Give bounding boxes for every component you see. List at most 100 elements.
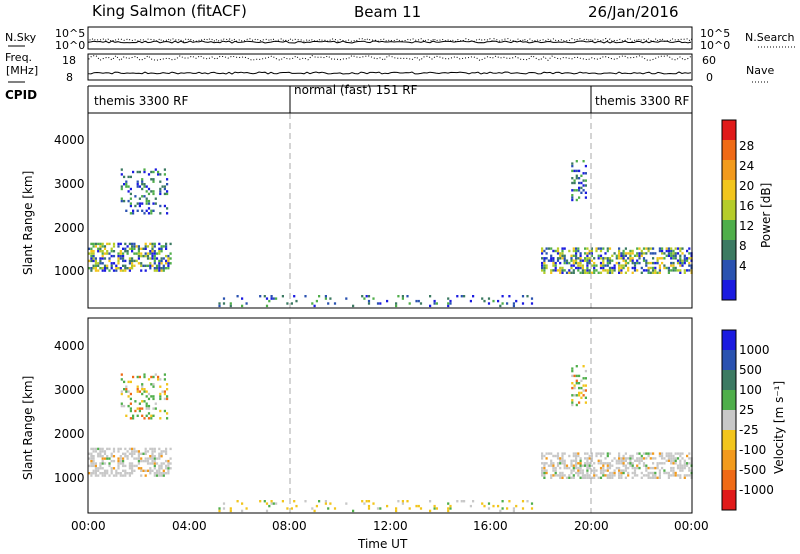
power-cell [636,259,639,262]
velocity-cell [133,464,136,468]
velocity-cell [575,382,578,385]
velocity-cell [572,474,575,477]
power-cell [683,259,686,262]
power-cell [166,212,169,215]
velocity-cell [92,450,95,453]
power-cell [447,297,450,300]
velocity-cell [158,464,161,468]
power-cell [138,170,141,174]
power-cell [123,199,126,203]
velocity-cell [554,474,557,477]
power-ytick-4000: 4000 [54,133,85,147]
nsearch-tick-bottom: 10^0 [700,39,730,52]
power-cell [631,261,634,265]
velocity-cell [92,469,95,472]
velocity-cell [158,467,161,470]
velocity-cell [577,466,580,470]
velocity-cell [117,459,120,463]
velocity-cell [123,404,126,408]
velocity-cell [582,394,585,397]
power-cell [618,271,621,274]
velocity-cell [161,390,164,393]
power-cell [604,257,607,260]
power-cell [686,259,689,262]
velocity-cell [568,474,571,477]
power-cell [674,247,677,250]
power-cell [169,262,172,265]
velocity-cell [670,459,673,462]
power-cell [137,254,140,258]
velocity-cbar-swatch [722,330,736,350]
power-cell [363,297,366,300]
power-cell [497,299,500,303]
velocity-cell [99,462,102,465]
power-cell [90,269,93,272]
velocity-cell [563,464,566,467]
velocity-cell [463,500,466,503]
power-cell [124,269,127,272]
power-cell [110,254,113,258]
power-cell [640,266,643,270]
power-cell [112,262,116,265]
power-cell [620,269,623,272]
velocity-cell [152,397,155,401]
power-cell [167,257,170,260]
velocity-cell [160,474,163,477]
power-cell [155,252,159,255]
velocity-cell [571,369,574,373]
velocity-cell [144,457,147,460]
power-cell [663,257,666,260]
power-cell [573,169,576,173]
power-cbar-tick-28: 28 [739,139,754,153]
velocity-cell [590,454,593,458]
power-cell [672,254,675,257]
velocity-cell [588,457,591,460]
power-cell [117,267,120,270]
power-cell [575,247,578,250]
velocity-cell [159,392,162,396]
freq-tick-bottom: 8 [66,71,73,84]
velocity-cell [658,476,661,479]
velocity-cell [541,452,544,455]
velocity-cell [521,507,525,510]
velocity-cell [597,462,600,465]
power-cell [674,254,677,257]
power-cell [578,177,581,180]
velocity-cell [145,407,148,410]
power-cell [345,297,348,300]
nsky-tick-bottom: 10^0 [55,39,85,52]
power-cell [153,259,156,263]
velocity-cell [622,469,625,472]
velocity-cell [268,504,271,508]
velocity-cell [295,504,298,508]
power-cell [145,190,148,193]
velocity-cell [618,474,621,477]
power-cell [487,302,491,305]
power-cell [101,267,104,270]
velocity-cell [556,457,560,460]
power-cell [153,262,156,265]
power-cell [158,242,161,246]
velocity-cell [580,396,583,399]
velocity-cell [571,403,574,407]
power-cell [90,252,93,255]
velocity-cell [483,504,486,508]
power-cell [642,247,646,250]
velocity-cell [665,459,668,462]
power-cell [106,267,109,270]
velocity-cell [556,452,560,455]
power-cbar-swatch [722,140,736,160]
power-cell [97,242,100,246]
velocity-cell [272,502,275,505]
power-cell [376,302,380,305]
velocity-cell [561,457,564,460]
power-cell [608,269,612,272]
power-cell [629,249,632,253]
power-cell [575,259,578,262]
power-cell [645,269,648,272]
velocity-cell [120,378,123,381]
power-cell [658,266,661,270]
power-cell [618,247,621,250]
velocity-ylabel: Slant Range [km] [21,376,35,480]
power-cell [152,180,155,183]
